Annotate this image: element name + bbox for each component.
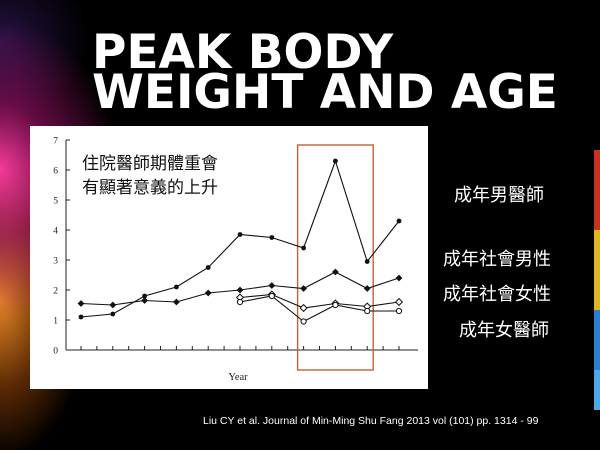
point-marker — [237, 232, 243, 237]
edge-accent-red — [594, 150, 600, 230]
point-marker — [109, 301, 117, 309]
y-tick-label: 6 — [53, 167, 58, 177]
point-marker — [299, 303, 308, 313]
point-marker — [363, 285, 371, 292]
y-tick-label: 0 — [53, 347, 58, 357]
y-tick-label: 4 — [53, 227, 58, 237]
point-marker — [395, 274, 403, 282]
point-marker — [394, 297, 404, 307]
point-marker — [332, 301, 339, 309]
point-marker — [142, 293, 147, 299]
point-marker — [364, 259, 370, 264]
y-tick-label: 2 — [53, 287, 58, 297]
slide-title-line1: PEAK BODY — [92, 25, 394, 80]
point-marker — [236, 298, 244, 306]
point-marker — [364, 307, 371, 315]
series-label-male-physicians: 成年男醫師 — [454, 185, 544, 206]
series-label-female-physicians: 成年女醫師 — [459, 320, 549, 341]
point-marker — [333, 158, 338, 164]
highlight-box — [296, 144, 374, 371]
chart-annotation-line2: 有顯著意義的上升 — [82, 178, 218, 198]
y-tick-label: 1 — [53, 317, 58, 327]
point-marker — [110, 311, 116, 317]
point-marker — [396, 218, 402, 224]
point-marker — [78, 314, 84, 320]
point-marker — [332, 268, 339, 276]
slide-title-line2: WEIGHT AND AGE — [92, 65, 558, 120]
point-marker — [395, 307, 403, 315]
point-marker — [268, 292, 275, 300]
x-axis-label: Year — [228, 372, 248, 383]
point-marker — [236, 286, 244, 294]
series-line-4 — [239, 295, 399, 323]
series-label-general-females: 成年社會女性 — [443, 284, 551, 305]
citation: Liu CY et al. Journal of Min-Ming Shu Fa… — [203, 415, 539, 427]
y-tick-label: 5 — [53, 197, 58, 207]
point-marker — [174, 284, 179, 290]
chart-panel: 0 1 2 3 4 5 6 7 Year 住院醫師期體重會 有顯著意義的上升 — [30, 126, 428, 389]
point-marker — [268, 282, 276, 289]
point-marker — [301, 245, 306, 251]
y-tick-label: 3 — [53, 257, 58, 267]
point-marker — [300, 285, 307, 292]
series-label-general-males: 成年社會男性 — [443, 249, 551, 270]
point-marker — [204, 289, 212, 297]
edge-accent-lightblue — [594, 370, 600, 410]
y-tick-label: 7 — [53, 137, 58, 147]
point-marker — [205, 265, 211, 270]
chart-annotation-line1: 住院醫師期體重會 — [82, 154, 218, 174]
point-marker — [300, 318, 307, 325]
edge-accent-blue — [594, 310, 600, 370]
edge-accent-yellow — [594, 230, 600, 310]
point-marker — [141, 297, 148, 304]
point-marker — [269, 235, 275, 240]
series-line-3 — [239, 293, 400, 309]
point-marker — [77, 300, 85, 307]
point-marker — [173, 298, 180, 306]
